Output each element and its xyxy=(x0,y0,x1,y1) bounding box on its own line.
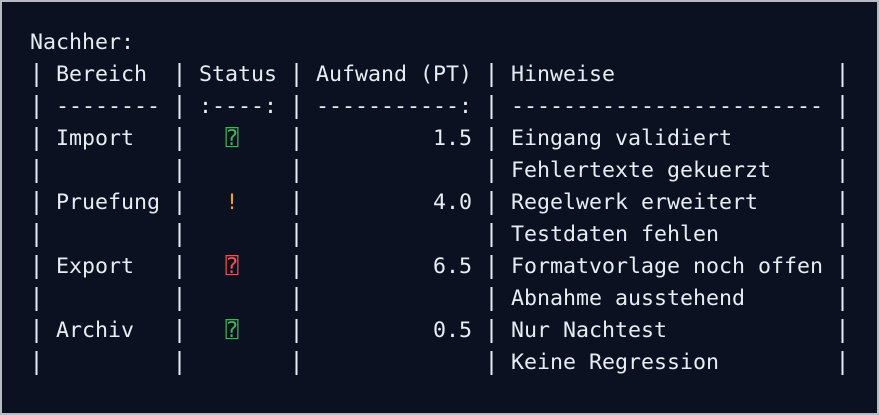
table-border xyxy=(841,223,844,247)
note-cell: Abnahme ausstehend xyxy=(511,286,745,311)
table-border xyxy=(35,223,38,247)
table-border xyxy=(841,255,844,279)
table-border xyxy=(490,287,493,311)
note-cell: Regelwerk erweitert xyxy=(511,190,758,215)
table-border xyxy=(295,127,298,151)
note-cell: Fehlertexte gekuerzt xyxy=(511,158,771,183)
table-border xyxy=(35,287,38,311)
header-cell: Hinweise xyxy=(511,62,615,87)
table-border xyxy=(841,159,844,183)
table-border xyxy=(841,319,844,343)
table-border xyxy=(178,351,181,375)
area-cell: Archiv xyxy=(56,318,134,343)
table-border xyxy=(490,223,493,247)
note-cell: Testdaten fehlen xyxy=(511,222,719,247)
table-border xyxy=(490,319,493,343)
table-border xyxy=(295,319,298,343)
table-border xyxy=(178,95,181,119)
table-border xyxy=(178,223,181,247)
separator-cell: :----: xyxy=(199,94,277,119)
table-border xyxy=(178,255,181,279)
table-border xyxy=(35,63,38,87)
table-border xyxy=(841,351,844,375)
table-border xyxy=(178,127,181,151)
table-border xyxy=(490,127,493,151)
effort-cell: 1.5 xyxy=(433,126,472,151)
table-border xyxy=(841,127,844,151)
separator-cell: -------- xyxy=(56,94,160,119)
separator-cell: ------------------------ xyxy=(511,94,823,119)
table-border xyxy=(295,159,298,183)
note-cell: Nur Nachtest xyxy=(511,318,667,343)
header-cell: Bereich xyxy=(56,62,147,87)
table-border xyxy=(295,255,298,279)
table-border xyxy=(178,63,181,87)
effort-cell: 0.5 xyxy=(433,318,472,343)
header-cell: Aufwand (PT) xyxy=(316,62,472,87)
table-border xyxy=(35,319,38,343)
table-border xyxy=(295,191,298,215)
table-border xyxy=(490,255,493,279)
table-border xyxy=(490,191,493,215)
separator-cell: -----------: xyxy=(316,94,472,119)
table-border xyxy=(178,191,181,215)
area-cell: Export xyxy=(56,254,134,279)
table-border xyxy=(35,127,38,151)
table-border xyxy=(35,191,38,215)
effort-cell: 4.0 xyxy=(433,190,472,215)
area-cell: Pruefung xyxy=(56,190,160,215)
table-border xyxy=(295,63,298,87)
status-cell: ⍰ xyxy=(225,126,238,151)
table-border xyxy=(841,63,844,87)
table-border xyxy=(35,255,38,279)
table-border xyxy=(35,159,38,183)
table-border xyxy=(490,95,493,119)
area-cell: Import xyxy=(56,126,134,151)
table-border xyxy=(295,223,298,247)
table-border xyxy=(841,95,844,119)
heading: Nachher: xyxy=(30,30,134,55)
table-border xyxy=(35,95,38,119)
status-cell: ⍰ xyxy=(225,254,238,279)
table-border xyxy=(841,287,844,311)
table-border xyxy=(490,351,493,375)
table-border xyxy=(178,159,181,183)
table-border xyxy=(295,287,298,311)
table-border xyxy=(295,95,298,119)
note-cell: Formatvorlage noch offen xyxy=(511,254,823,279)
table-border xyxy=(841,191,844,215)
header-cell: Status xyxy=(199,62,277,87)
status-cell: ⍰ xyxy=(225,318,238,343)
table-border xyxy=(490,63,493,87)
table-border xyxy=(490,159,493,183)
table-border xyxy=(178,287,181,311)
table-border xyxy=(35,351,38,375)
status-cell: ! xyxy=(225,190,238,215)
table-border xyxy=(178,319,181,343)
note-cell: Eingang validiert xyxy=(511,126,732,151)
effort-cell: 6.5 xyxy=(433,254,472,279)
table-border xyxy=(295,351,298,375)
note-cell: Keine Regression xyxy=(511,350,719,375)
